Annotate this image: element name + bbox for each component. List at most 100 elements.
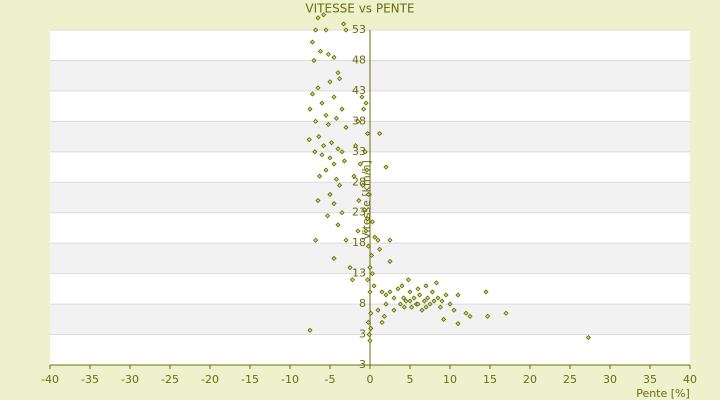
x-axis-label: Pente [%] <box>636 387 690 400</box>
point <box>433 280 439 286</box>
point <box>425 295 431 301</box>
point <box>337 182 343 188</box>
point <box>383 164 389 170</box>
point <box>371 283 377 289</box>
point <box>431 298 437 304</box>
point <box>441 316 447 322</box>
point <box>485 313 491 319</box>
point <box>327 191 333 198</box>
x-tick-label: -35 <box>81 373 99 386</box>
y-tick-label: 53 <box>352 23 366 36</box>
point <box>335 222 341 228</box>
point <box>365 130 371 137</box>
point <box>439 298 445 304</box>
point <box>383 301 389 307</box>
point <box>325 213 331 219</box>
point <box>313 118 319 124</box>
point <box>372 234 378 240</box>
point <box>331 161 337 167</box>
x-tick-label: 5 <box>407 373 414 386</box>
point <box>351 173 357 179</box>
point <box>435 295 441 301</box>
point <box>381 313 387 319</box>
point <box>361 207 367 213</box>
point <box>387 289 393 295</box>
y-tick-label: 23 <box>352 206 366 219</box>
point <box>315 85 321 91</box>
point <box>339 210 345 216</box>
point <box>335 146 341 152</box>
point <box>363 100 369 106</box>
y-tick-label: 8 <box>359 297 366 310</box>
point <box>455 292 461 298</box>
x-tick-label: -15 <box>241 373 259 386</box>
point <box>362 149 368 155</box>
point <box>375 307 381 313</box>
point <box>360 182 366 188</box>
point <box>423 283 429 289</box>
x-tick-label: 30 <box>603 373 617 386</box>
point <box>323 112 329 118</box>
point <box>365 277 371 283</box>
x-tick-label: -40 <box>41 373 59 386</box>
point <box>403 298 409 304</box>
point <box>325 51 331 57</box>
point <box>331 201 337 207</box>
point <box>421 298 427 304</box>
point <box>369 252 375 258</box>
y-tick-label: 48 <box>352 53 366 66</box>
point <box>343 237 349 243</box>
point <box>321 143 327 149</box>
x-tick-label: 25 <box>563 373 577 386</box>
point <box>331 255 337 261</box>
point <box>331 54 337 60</box>
point <box>467 313 473 319</box>
x-tick-label: 10 <box>443 373 457 386</box>
point <box>368 310 374 316</box>
point <box>325 121 331 127</box>
x-tick-label: 15 <box>483 373 497 386</box>
point <box>327 79 333 85</box>
point <box>463 310 469 316</box>
point <box>355 228 361 234</box>
chart-title: VITESSE vs PENTE <box>305 2 414 16</box>
point <box>407 289 413 295</box>
point <box>365 216 371 222</box>
point <box>315 15 321 21</box>
point <box>387 258 393 265</box>
point <box>377 130 383 137</box>
point <box>585 335 591 341</box>
x-tick-label: 40 <box>683 373 697 386</box>
point <box>353 143 359 149</box>
point <box>383 292 389 298</box>
point <box>437 304 443 310</box>
point <box>319 100 325 106</box>
point <box>316 134 322 140</box>
point <box>503 310 509 316</box>
point <box>337 76 343 82</box>
point <box>341 158 347 164</box>
point <box>339 149 345 155</box>
point <box>387 237 393 243</box>
point <box>365 243 371 249</box>
point <box>365 191 371 198</box>
point <box>427 301 433 307</box>
point <box>407 298 413 304</box>
point <box>331 94 337 100</box>
y-tick-label: 18 <box>352 236 366 249</box>
point <box>377 246 383 252</box>
y-tick-label: 3 <box>359 328 366 341</box>
point <box>415 301 421 307</box>
point <box>447 301 453 307</box>
x-tick-label: -10 <box>281 373 299 386</box>
point <box>343 124 349 131</box>
point <box>359 94 365 100</box>
point <box>451 307 457 313</box>
point <box>368 325 374 332</box>
x-tick-label: 0 <box>367 373 374 386</box>
point <box>409 304 415 310</box>
point <box>323 167 329 173</box>
point <box>401 304 407 310</box>
point <box>307 106 313 112</box>
